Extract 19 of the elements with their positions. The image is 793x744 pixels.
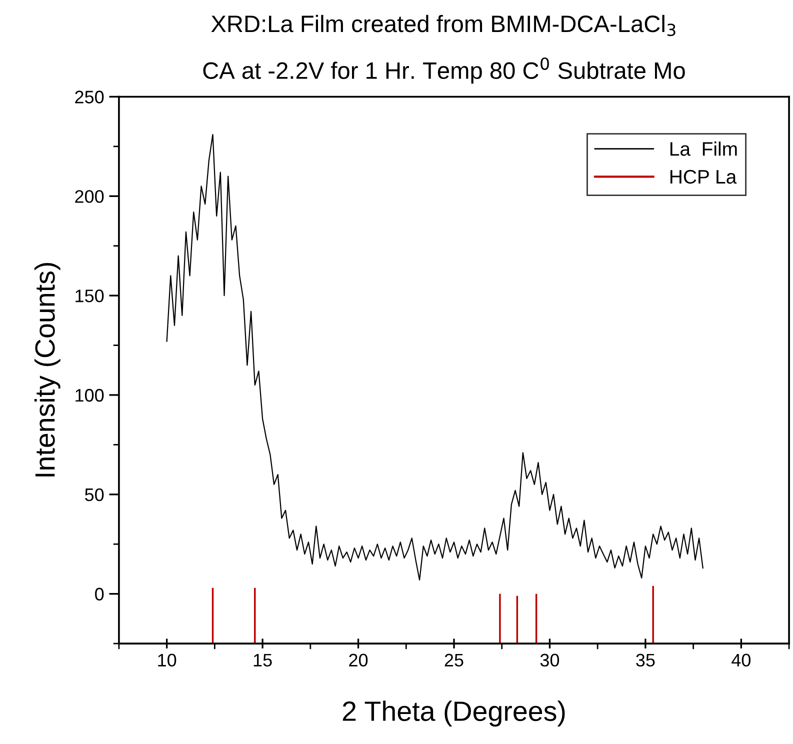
x-tick-label: 20 [349,654,368,667]
y-tick-label: 50 [85,488,104,502]
x-tick-label: 40 [732,654,751,667]
x-axis-title: 2 Theta (Degrees) [342,700,565,727]
y-tick-label: 0 [95,588,104,601]
legend-label: La Film [670,142,737,156]
x-tick-label: 30 [540,654,560,667]
x-tick-label: 15 [254,654,272,667]
chart-title: XRD:La Film created from BMIM-DCA-LaCl$_{3}$ [211,14,676,36]
chart-subtitle: CA at -2.2V for 1 Hr. Temp 80 C$^{0}$ Subtrate Mo [203,57,685,84]
y-tick-label: 250 [75,90,104,104]
x-tick-label: 35 [636,654,655,667]
legend-label: HCP La [670,170,737,184]
y-tick-label: 100 [76,388,104,402]
x-tick-label: 10 [158,654,176,667]
y-axis-title: Intensity (Counts) [34,263,60,476]
x-tick-label: 25 [444,654,464,667]
y-tick-label: 150 [76,290,104,302]
y-tick-label: 200 [75,190,104,203]
